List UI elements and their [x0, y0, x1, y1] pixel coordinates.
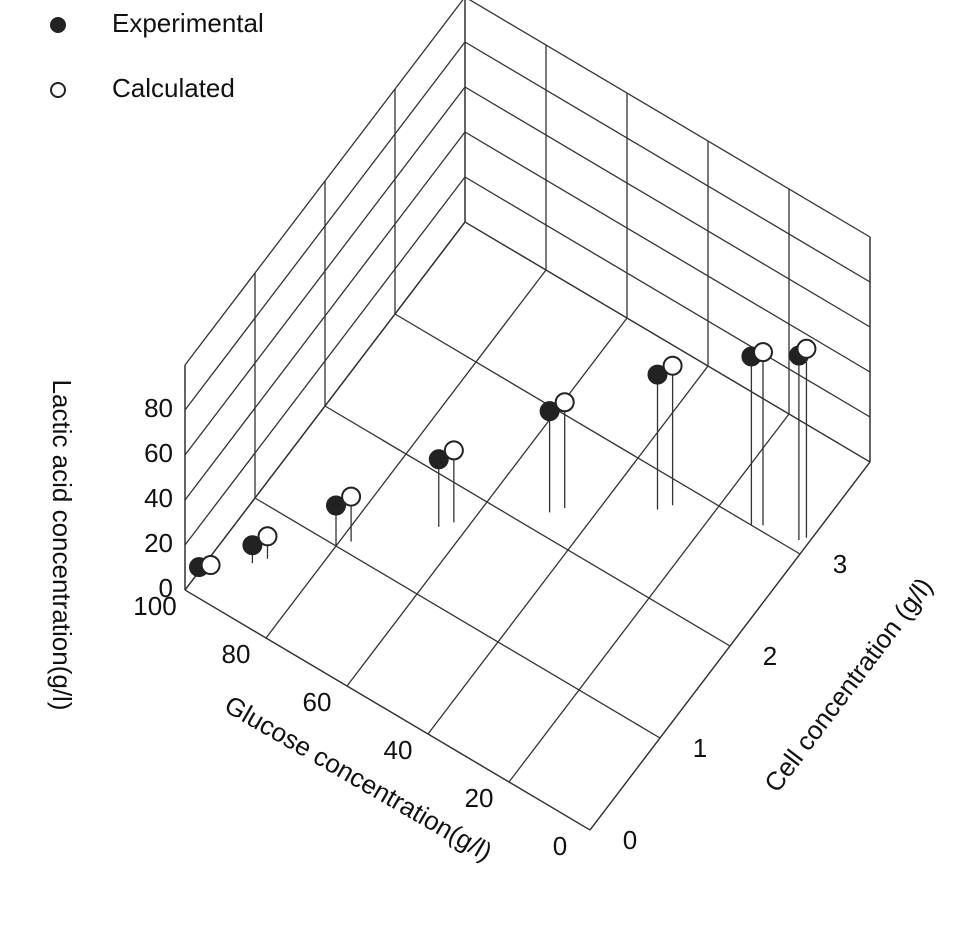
- point: [556, 393, 574, 411]
- y-axis-title: Cell concentration (g/l): [758, 572, 939, 798]
- y-tick-label: 0: [623, 825, 637, 855]
- grid-line: [465, 132, 870, 372]
- x-tick-label: 60: [303, 687, 332, 717]
- grid-line: [465, 42, 870, 282]
- z-tick-label: 20: [144, 528, 173, 558]
- y-tick-label: 1: [693, 733, 707, 763]
- box-edge: [465, 0, 870, 237]
- grid-line: [325, 406, 730, 646]
- z-tick-label: 80: [144, 393, 173, 423]
- legend-label: Experimental: [112, 8, 264, 38]
- z-tick-label: 40: [144, 483, 173, 513]
- point: [259, 527, 277, 545]
- legend-marker: [51, 18, 65, 32]
- legend-marker: [51, 83, 65, 97]
- legend-label: Calculated: [112, 73, 235, 103]
- point: [445, 441, 463, 459]
- point: [202, 556, 220, 574]
- grid-line: [395, 314, 800, 554]
- x-tick-label: 20: [465, 783, 494, 813]
- point: [342, 488, 360, 506]
- z-axis-title: Lactic acid concentration(g/l): [47, 380, 77, 711]
- y-tick-label: 2: [763, 641, 777, 671]
- x-tick-label: 40: [384, 735, 413, 765]
- grid-line: [465, 87, 870, 327]
- point: [664, 357, 682, 375]
- point: [754, 343, 772, 361]
- point: [797, 340, 815, 358]
- z-tick-label: 0: [159, 573, 173, 603]
- y-tick-label: 3: [833, 549, 847, 579]
- x-tick-label: 0: [553, 831, 567, 861]
- z-tick-label: 60: [144, 438, 173, 468]
- x-tick-label: 80: [222, 639, 251, 669]
- chart: 0204060801000123020406080Glucose concent…: [0, 0, 969, 936]
- x-axis-title: Glucose concentration(g/l): [220, 689, 498, 867]
